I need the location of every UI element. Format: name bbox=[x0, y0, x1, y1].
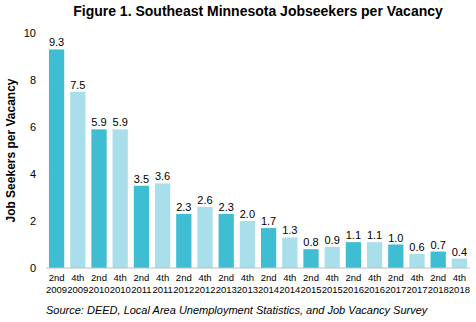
y-tick-label: 10 bbox=[24, 27, 36, 39]
y-tick bbox=[43, 80, 46, 81]
y-tick bbox=[43, 268, 46, 269]
x-tick-label: 4th2010 bbox=[110, 272, 131, 295]
data-label: 3.6 bbox=[155, 170, 170, 182]
source-note: Source: DEED, Local Area Unemployment St… bbox=[46, 304, 429, 316]
y-tick-label: 4 bbox=[30, 168, 36, 180]
x-tick-label: 4th2013 bbox=[237, 272, 258, 295]
data-label: 0.9 bbox=[325, 234, 340, 246]
y-axis-label: Job Seekers per Vacancy bbox=[4, 78, 18, 222]
y-tick-label: 8 bbox=[30, 74, 36, 86]
bar bbox=[176, 214, 191, 268]
x-tick-label: 4th2011 bbox=[152, 272, 172, 295]
bar bbox=[134, 186, 149, 268]
y-tick bbox=[43, 127, 46, 128]
bar bbox=[431, 252, 446, 268]
bar bbox=[325, 247, 340, 268]
data-label: 2.3 bbox=[219, 201, 234, 213]
data-label: 1.1 bbox=[346, 229, 361, 241]
data-label: 1.0 bbox=[388, 232, 403, 244]
bar bbox=[49, 49, 64, 268]
bar bbox=[70, 92, 85, 268]
data-label: 2.3 bbox=[176, 201, 191, 213]
y-tick bbox=[43, 221, 46, 222]
x-tick-label: 4th2015 bbox=[322, 272, 343, 295]
x-tick-label: 2nd2017 bbox=[385, 272, 406, 295]
x-tick-label: 2nd2014 bbox=[258, 272, 279, 295]
bar bbox=[197, 207, 212, 268]
bar bbox=[261, 228, 276, 268]
bars bbox=[49, 49, 467, 268]
bar bbox=[91, 129, 106, 268]
bar bbox=[282, 237, 297, 268]
x-tick-label: 4th2012 bbox=[194, 272, 215, 295]
x-tick-label: 2nd2009 bbox=[46, 272, 67, 295]
x-tick-label: 4th2014 bbox=[279, 272, 300, 295]
x-tick-label: 2nd2010 bbox=[88, 272, 109, 295]
bar bbox=[240, 221, 255, 268]
data-label: 1.3 bbox=[282, 224, 297, 236]
y-tick-label: 0 bbox=[30, 262, 36, 274]
y-tick bbox=[43, 174, 46, 175]
data-label: 2.6 bbox=[197, 194, 212, 206]
bar bbox=[367, 242, 382, 268]
data-label: 0.8 bbox=[303, 236, 318, 248]
bar bbox=[452, 259, 467, 268]
bar bbox=[388, 245, 403, 269]
y-tick-label: 2 bbox=[30, 215, 36, 227]
data-label: 1.1 bbox=[367, 229, 382, 241]
x-tick-label: 2nd2015 bbox=[300, 272, 321, 295]
x-tick-label: 4th2009 bbox=[67, 272, 88, 295]
x-axis-line bbox=[46, 268, 470, 269]
x-tick-label: 2nd2018 bbox=[428, 272, 449, 295]
chart-svg: Figure 1. Southeast Minnesota Jobseekers… bbox=[0, 0, 476, 322]
x-tick-label: 4th2016 bbox=[364, 272, 385, 295]
x-tick-label: 2nd2013 bbox=[216, 272, 237, 295]
x-tick-label: 2nd2016 bbox=[343, 272, 364, 295]
title: Figure 1. Southeast Minnesota Jobseekers… bbox=[73, 3, 443, 19]
bar bbox=[155, 183, 170, 268]
data-label: 0.7 bbox=[431, 239, 446, 251]
data-label: 0.6 bbox=[409, 241, 424, 253]
data-label: 2.0 bbox=[240, 208, 255, 220]
data-label: 1.7 bbox=[261, 215, 276, 227]
bar bbox=[409, 254, 424, 268]
data-label: 5.9 bbox=[113, 116, 128, 128]
x-tick-label: 4th2017 bbox=[406, 272, 427, 295]
x-tick-label: 4th2018 bbox=[449, 272, 470, 295]
y-tick bbox=[43, 33, 46, 34]
data-label: 5.9 bbox=[91, 116, 106, 128]
bar bbox=[303, 249, 318, 268]
y-tick-label: 6 bbox=[30, 121, 36, 133]
data-label: 3.5 bbox=[134, 173, 149, 185]
data-label: 0.4 bbox=[452, 246, 467, 258]
x-tick-label: 2nd2011 bbox=[131, 272, 151, 295]
bar bbox=[219, 214, 234, 268]
chart-container: Figure 1. Southeast Minnesota Jobseekers… bbox=[0, 0, 476, 322]
data-label: 7.5 bbox=[70, 79, 85, 91]
bar bbox=[113, 129, 128, 268]
x-tick-label: 2nd2012 bbox=[173, 272, 194, 295]
data-label: 9.3 bbox=[49, 36, 64, 48]
bar bbox=[346, 242, 361, 268]
